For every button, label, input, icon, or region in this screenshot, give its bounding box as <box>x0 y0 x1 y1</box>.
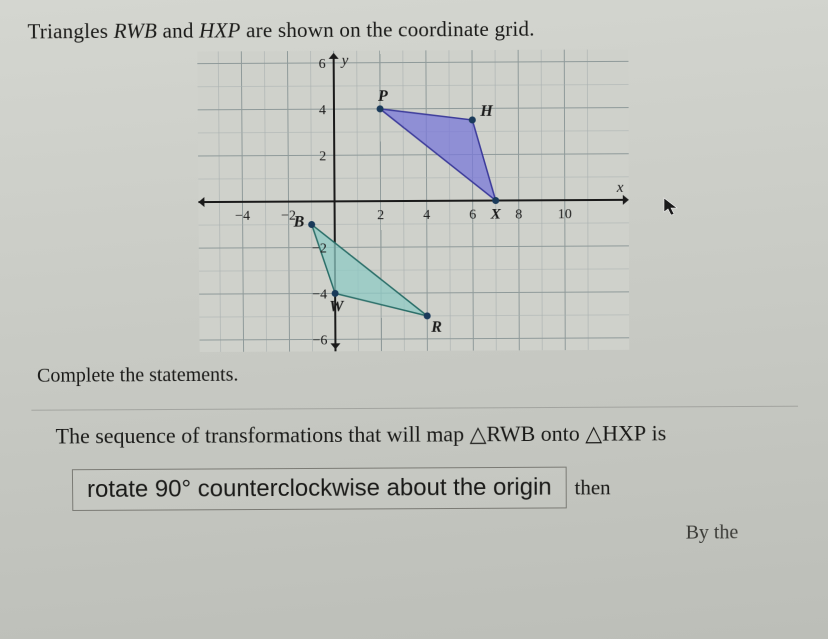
mouse-cursor-icon <box>662 196 684 218</box>
svg-text:−6: −6 <box>312 333 327 348</box>
svg-text:W: W <box>329 298 345 315</box>
divider <box>31 406 798 411</box>
svg-text:4: 4 <box>319 103 326 118</box>
dd-text-a: rotate <box>87 476 155 503</box>
ans-mid: onto <box>535 421 585 446</box>
dd-deg: 90° <box>155 476 191 503</box>
ans-tri2: △HXP <box>585 420 646 445</box>
transformation-dropdown[interactable]: rotate 90° counterclockwise about the or… <box>72 467 567 511</box>
svg-text:−4: −4 <box>312 287 327 302</box>
svg-text:2: 2 <box>377 208 384 223</box>
complete-statements-label: Complete the statements. <box>37 361 798 388</box>
ans-a: The sequence of transformations that wil… <box>55 421 469 448</box>
dd-text-b: counterclockwise about the origin <box>191 474 552 503</box>
q-mid: and <box>157 18 199 42</box>
q-prefix: Triangles <box>27 19 113 44</box>
svg-text:H: H <box>479 103 493 120</box>
svg-text:R: R <box>430 319 442 336</box>
answer-sentence: The sequence of transformations that wil… <box>55 415 784 454</box>
svg-text:−2: −2 <box>281 209 296 224</box>
svg-text:4: 4 <box>423 208 430 223</box>
svg-text:6: 6 <box>469 208 476 223</box>
q-triangle-1: RWB <box>113 19 157 43</box>
svg-text:−4: −4 <box>235 209 250 224</box>
then-label: then <box>575 475 611 500</box>
ans-end: is <box>646 420 666 445</box>
dropdown-row: rotate 90° counterclockwise about the or… <box>72 466 798 512</box>
coordinate-grid: PHBWR−4−2246810642−2−4−6xyX <box>197 49 629 352</box>
svg-text:y: y <box>340 53 349 69</box>
svg-text:−2: −2 <box>312 241 327 256</box>
ans-tri1: △RWB <box>469 421 535 446</box>
bottom-fragment: By the <box>33 521 798 548</box>
q-triangle-2: HXP <box>199 18 241 42</box>
svg-text:2: 2 <box>319 149 326 164</box>
svg-text:6: 6 <box>319 57 326 72</box>
svg-text:X: X <box>490 207 502 223</box>
svg-text:10: 10 <box>558 207 572 222</box>
svg-text:8: 8 <box>515 207 522 222</box>
question-text: Triangles RWB and HXP are shown on the c… <box>27 15 798 44</box>
svg-text:P: P <box>377 88 388 105</box>
svg-text:x: x <box>616 180 624 196</box>
q-suffix: are shown on the coordinate grid. <box>241 17 535 43</box>
